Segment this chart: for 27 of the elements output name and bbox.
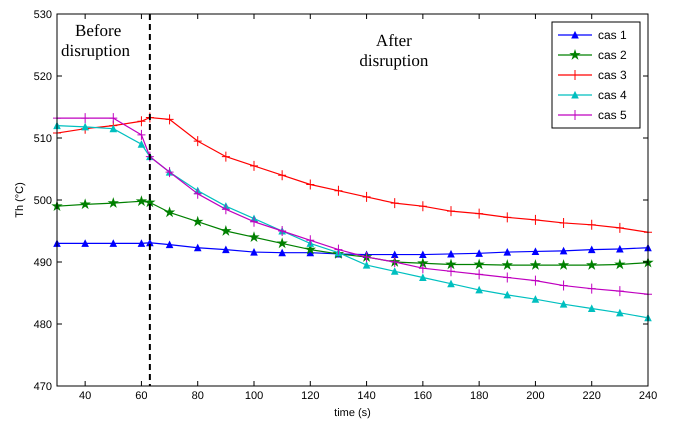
legend-label: cas 3 [598,68,628,82]
x-axis-title: time (s) [334,407,371,419]
y-tick-label: 510 [34,132,52,145]
legend-label: cas 1 [598,28,628,42]
x-tick-label: 220 [582,390,601,402]
y-tick-label: 520 [34,70,52,83]
x-tick-label: 100 [244,390,264,402]
y-tick-label: 480 [34,318,52,331]
x-tick-label: 40 [79,390,92,402]
x-tick-label: 60 [135,390,148,402]
y-tick-label: 530 [34,8,52,21]
y-tick-label: 490 [34,256,52,269]
x-tick-label: 160 [414,390,432,402]
annotation: Before disruption [61,21,130,60]
y-tick-label: 500 [34,194,52,207]
x-tick-label: 140 [357,390,376,402]
x-tick-label: 180 [470,390,488,402]
legend-label: cas 5 [598,108,628,122]
legend-label: cas 4 [598,88,628,102]
x-tick-label: 240 [638,390,658,402]
x-tick-label: 200 [526,390,545,402]
x-tick-label: 120 [301,390,320,402]
x-tick-label: 80 [192,390,204,402]
y-tick-label: 470 [34,380,52,393]
y-axis-title: Th (°C) [14,182,26,218]
legend-label: cas 2 [598,48,628,62]
annotation: After disruption [359,31,429,70]
